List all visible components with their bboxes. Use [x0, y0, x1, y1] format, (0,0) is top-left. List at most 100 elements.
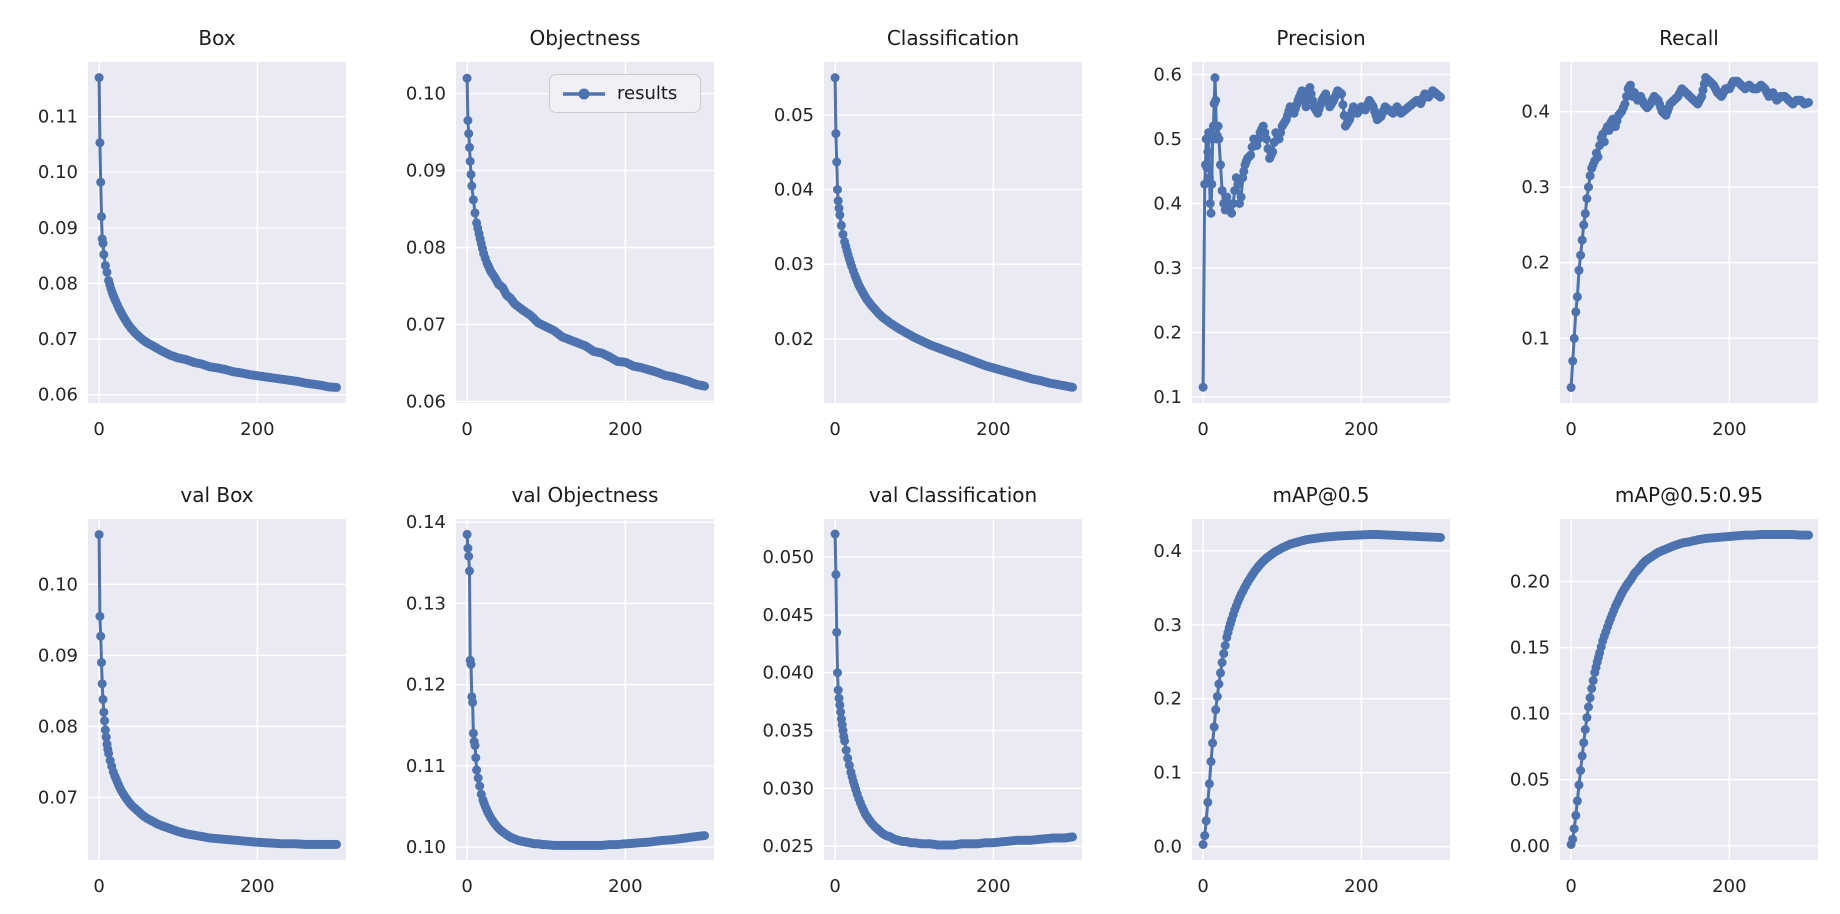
svg-text:200: 200 — [976, 419, 1010, 440]
chart-title-map50: mAP@0.5 — [1272, 483, 1370, 507]
svg-text:0.04: 0.04 — [774, 180, 814, 201]
chart-title-recall: Recall — [1659, 26, 1719, 50]
svg-text:0: 0 — [93, 876, 104, 897]
plot-area-objectness: 0.06 0.07 0.08 0.09 0.10 0 200 — [406, 62, 714, 440]
svg-text:0: 0 — [829, 876, 840, 897]
plot-area-classification: 0.02 0.03 0.04 0.05 0 200 — [774, 62, 1082, 440]
plot-area-val-classification: 0.025 0.030 0.035 0.040 0.045 0.050 0 200 — [762, 519, 1082, 897]
chart-title-box: Box — [198, 26, 236, 50]
svg-text:0.02: 0.02 — [774, 329, 814, 350]
chart-title-objectness: Objectness — [529, 26, 641, 50]
svg-text:0.15: 0.15 — [1510, 638, 1550, 659]
svg-text:0.08: 0.08 — [406, 238, 446, 259]
svg-text:0.09: 0.09 — [38, 645, 78, 666]
plot-area-recall: 0.1 0.2 0.3 0.4 0 200 — [1521, 62, 1818, 440]
svg-text:0.12: 0.12 — [406, 675, 446, 696]
svg-text:0: 0 — [1565, 876, 1576, 897]
svg-text:0.4: 0.4 — [1153, 541, 1182, 562]
svg-text:0.3: 0.3 — [1153, 615, 1182, 636]
svg-text:200: 200 — [1712, 876, 1746, 897]
svg-text:0.4: 0.4 — [1521, 102, 1550, 123]
svg-text:0.050: 0.050 — [762, 547, 814, 568]
svg-text:200: 200 — [976, 876, 1010, 897]
svg-text:0.11: 0.11 — [406, 756, 446, 777]
svg-text:0.07: 0.07 — [406, 314, 446, 335]
svg-text:0.14: 0.14 — [406, 512, 446, 533]
svg-text:0.1: 0.1 — [1521, 328, 1550, 349]
svg-text:0.06: 0.06 — [406, 391, 446, 412]
svg-text:0.2: 0.2 — [1153, 689, 1182, 710]
subplot-box: Box 0.06 0.07 0.08 0.09 0.10 0.11 0 200 — [0, 0, 368, 457]
svg-text:0.025: 0.025 — [762, 836, 814, 857]
chart-title-val-classification: val Classification — [868, 483, 1038, 507]
svg-text:0.1: 0.1 — [1153, 763, 1182, 784]
svg-text:0.2: 0.2 — [1153, 322, 1182, 343]
svg-text:0.10: 0.10 — [38, 574, 78, 595]
svg-text:0.5: 0.5 — [1153, 129, 1182, 150]
svg-text:0.08: 0.08 — [38, 716, 78, 737]
svg-text:0.08: 0.08 — [38, 273, 78, 294]
svg-text:200: 200 — [240, 419, 274, 440]
svg-text:0.11: 0.11 — [38, 107, 78, 128]
svg-text:0.040: 0.040 — [762, 663, 814, 684]
svg-text:0.05: 0.05 — [774, 105, 814, 126]
subplot-val-classification: val Classification 0.025 0.030 0.035 0.040 0… — [736, 457, 1104, 914]
svg-text:0: 0 — [93, 419, 104, 440]
svg-text:0.13: 0.13 — [406, 593, 446, 614]
svg-text:0.045: 0.045 — [762, 605, 814, 626]
svg-text:0.4: 0.4 — [1153, 193, 1182, 214]
svg-text:0.07: 0.07 — [38, 787, 78, 808]
svg-text:0.07: 0.07 — [38, 329, 78, 350]
subplot-recall: Recall 0.1 0.2 0.3 0.4 0 200 — [1472, 0, 1840, 457]
svg-text:0: 0 — [461, 876, 472, 897]
svg-text:0.00: 0.00 — [1510, 836, 1550, 857]
plot-area-val-box: 0.07 0.08 0.09 0.10 0 200 — [38, 519, 346, 897]
plot-area-map50: 0.0 0.1 0.2 0.3 0.4 0 200 — [1153, 519, 1450, 897]
svg-text:0.6: 0.6 — [1153, 65, 1182, 86]
legend-label: results — [617, 83, 678, 104]
svg-text:0.3: 0.3 — [1153, 258, 1182, 279]
svg-text:200: 200 — [1344, 876, 1378, 897]
svg-text:0.03: 0.03 — [774, 254, 814, 275]
svg-text:0.10: 0.10 — [38, 162, 78, 183]
plot-area-val-objectness: 0.10 0.11 0.12 0.13 0.14 0 200 — [406, 512, 714, 897]
svg-text:0.1: 0.1 — [1153, 387, 1182, 408]
plot-area-precision: 0.1 0.2 0.3 0.4 0.5 0.6 0 200 — [1153, 62, 1450, 440]
svg-text:200: 200 — [1712, 419, 1746, 440]
legend-line-marker-icon — [563, 88, 605, 99]
plot-area-map50-95: 0.00 0.05 0.10 0.15 0.20 0 200 — [1510, 519, 1818, 897]
svg-text:0.10: 0.10 — [406, 84, 446, 105]
subplot-val-box: val Box 0.07 0.08 0.09 0.10 0 200 — [0, 457, 368, 914]
svg-text:0: 0 — [1565, 419, 1576, 440]
svg-text:0.10: 0.10 — [406, 837, 446, 858]
plot-area-box: 0.06 0.07 0.08 0.09 0.10 0.11 0 200 — [38, 62, 346, 440]
chart-title-map50-95: mAP@0.5:0.95 — [1614, 483, 1764, 507]
svg-text:0.030: 0.030 — [762, 778, 814, 799]
subplot-val-objectness: val Objectness 0.10 0.11 0.12 0.13 0.14 0 200 — [368, 457, 736, 914]
svg-text:0.09: 0.09 — [38, 218, 78, 239]
svg-text:0: 0 — [1197, 419, 1208, 440]
svg-text:0.3: 0.3 — [1521, 177, 1550, 198]
svg-text:0.20: 0.20 — [1510, 571, 1550, 592]
subplot-map50: mAP@0.5 0.0 0.1 0.2 0.3 0.4 0 200 — [1104, 457, 1472, 914]
svg-text:0.06: 0.06 — [38, 385, 78, 406]
svg-text:200: 200 — [608, 876, 642, 897]
svg-text:200: 200 — [1344, 419, 1378, 440]
svg-text:0.0: 0.0 — [1153, 837, 1182, 858]
chart-title-val-objectness: val Objectness — [511, 483, 659, 507]
svg-text:0.05: 0.05 — [1510, 770, 1550, 791]
svg-text:0.09: 0.09 — [406, 161, 446, 182]
subplot-classification: Classification 0.02 0.03 0.04 0.05 0 200 — [736, 0, 1104, 457]
legend-box: results — [549, 74, 701, 113]
svg-text:0.035: 0.035 — [762, 721, 814, 742]
subplot-map50-95: mAP@0.5:0.95 0.00 0.05 0.10 0.15 0.20 0 200 — [1472, 457, 1840, 914]
chart-title-classification: Classification — [886, 26, 1020, 50]
svg-text:200: 200 — [608, 419, 642, 440]
svg-text:200: 200 — [240, 876, 274, 897]
svg-text:0: 0 — [1197, 876, 1208, 897]
subplot-objectness: Objectness 0.06 0.07 0.08 0.09 0.10 0 200 resu… — [368, 0, 736, 457]
svg-text:0.10: 0.10 — [1510, 704, 1550, 725]
svg-text:0.2: 0.2 — [1521, 253, 1550, 274]
svg-text:0: 0 — [829, 419, 840, 440]
